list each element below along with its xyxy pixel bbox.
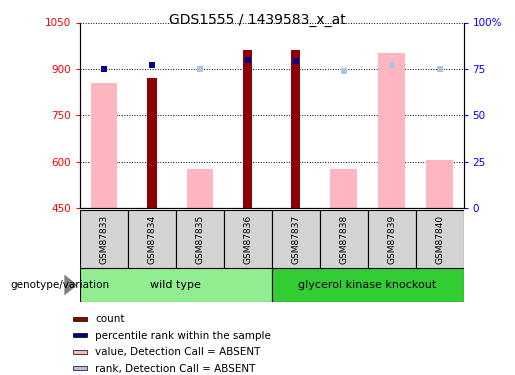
- Text: GSM87840: GSM87840: [435, 214, 444, 264]
- Bar: [272, 210, 320, 268]
- Bar: [331, 170, 357, 208]
- Polygon shape: [64, 274, 77, 296]
- Text: GDS1555 / 1439583_x_at: GDS1555 / 1439583_x_at: [169, 13, 346, 27]
- Bar: [320, 210, 368, 268]
- Bar: [272, 268, 464, 302]
- Text: GSM87838: GSM87838: [339, 214, 348, 264]
- Bar: [80, 268, 272, 302]
- Bar: [74, 333, 87, 337]
- Text: GSM87833: GSM87833: [99, 214, 108, 264]
- Bar: [186, 170, 213, 208]
- Bar: [416, 210, 464, 268]
- Text: glycerol kinase knockout: glycerol kinase knockout: [299, 280, 437, 290]
- Bar: [80, 210, 128, 268]
- Bar: [74, 316, 87, 321]
- Bar: [426, 160, 453, 208]
- Bar: [91, 83, 117, 208]
- Text: genotype/variation: genotype/variation: [10, 280, 109, 290]
- Bar: [147, 78, 157, 208]
- Text: GSM87836: GSM87836: [243, 214, 252, 264]
- Text: GSM87837: GSM87837: [291, 214, 300, 264]
- Bar: [224, 210, 272, 268]
- Bar: [291, 50, 300, 208]
- Text: GSM87835: GSM87835: [195, 214, 204, 264]
- Bar: [128, 210, 176, 268]
- Bar: [243, 50, 252, 208]
- Text: percentile rank within the sample: percentile rank within the sample: [95, 330, 271, 340]
- Text: wild type: wild type: [150, 280, 201, 290]
- Text: count: count: [95, 314, 125, 324]
- Text: GSM87834: GSM87834: [147, 214, 156, 264]
- Bar: [74, 350, 87, 354]
- Text: GSM87839: GSM87839: [387, 214, 396, 264]
- Text: value, Detection Call = ABSENT: value, Detection Call = ABSENT: [95, 347, 261, 357]
- Bar: [176, 210, 224, 268]
- Bar: [74, 366, 87, 370]
- Text: rank, Detection Call = ABSENT: rank, Detection Call = ABSENT: [95, 364, 255, 374]
- Bar: [379, 54, 405, 208]
- Bar: [368, 210, 416, 268]
